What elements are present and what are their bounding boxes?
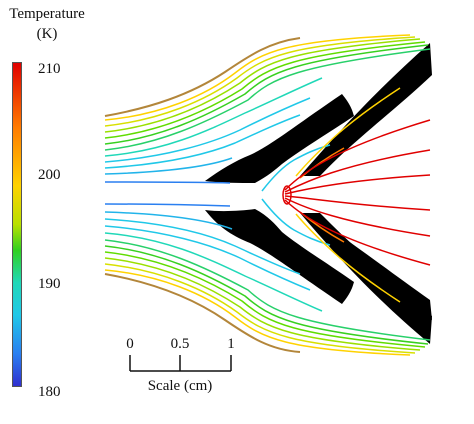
streamline	[104, 225, 311, 291]
temperature-colorbar	[12, 62, 22, 387]
scale-bar: 0 0.5 1 Scale (cm)	[126, 336, 235, 394]
colorbar-tick-210: 210	[38, 61, 61, 77]
lower-inner-solid	[205, 209, 354, 304]
colorbar-tick-200: 200	[38, 167, 61, 183]
jet-core	[282, 185, 292, 205]
streamline	[284, 197, 431, 237]
streamline	[104, 181, 231, 184]
upper-boundary	[104, 37, 301, 117]
streamline	[104, 245, 429, 345]
streamline	[104, 257, 421, 351]
streamline	[284, 119, 431, 191]
streamline	[261, 198, 331, 246]
streamline	[104, 44, 429, 145]
colorbar-tick-190: 190	[38, 276, 61, 292]
streamline	[261, 144, 331, 192]
streamline	[104, 218, 301, 275]
streamline	[104, 41, 426, 139]
colorbar-title-line1: Temperature	[9, 6, 85, 22]
streamline	[104, 34, 411, 121]
streamline	[104, 263, 416, 354]
streamline	[104, 232, 323, 312]
streamline	[104, 97, 311, 163]
upper-inner-solid	[205, 94, 354, 183]
streamline	[295, 87, 401, 177]
lower-right-solid	[335, 232, 432, 320]
colorbar-title-line2: (K)	[36, 26, 58, 42]
streamline	[104, 239, 431, 341]
lower-boundary	[104, 273, 301, 353]
streamline	[104, 251, 426, 348]
streamline	[284, 195, 431, 211]
streamline	[104, 77, 323, 157]
streamline	[284, 199, 431, 266]
upper-outer-solid	[300, 43, 432, 176]
streamline	[104, 48, 431, 151]
streamline	[284, 149, 431, 193]
streamline	[104, 38, 421, 133]
streamline	[104, 36, 416, 127]
scale-tick-label-05: 0.5	[171, 336, 190, 352]
streamline	[104, 203, 231, 207]
streamline	[104, 211, 233, 230]
scale-tick-label-0: 0	[126, 336, 134, 352]
streamline	[104, 114, 301, 169]
colorbar-title: Temperature (K)	[2, 4, 92, 44]
streamline	[295, 213, 401, 303]
streamline	[104, 269, 411, 356]
scale-tick-label-1: 1	[227, 336, 235, 352]
streamline	[284, 174, 431, 195]
colorbar-tick-180: 180	[38, 384, 61, 400]
scale-bar-label: Scale (cm)	[148, 378, 213, 394]
streamline	[104, 157, 233, 175]
